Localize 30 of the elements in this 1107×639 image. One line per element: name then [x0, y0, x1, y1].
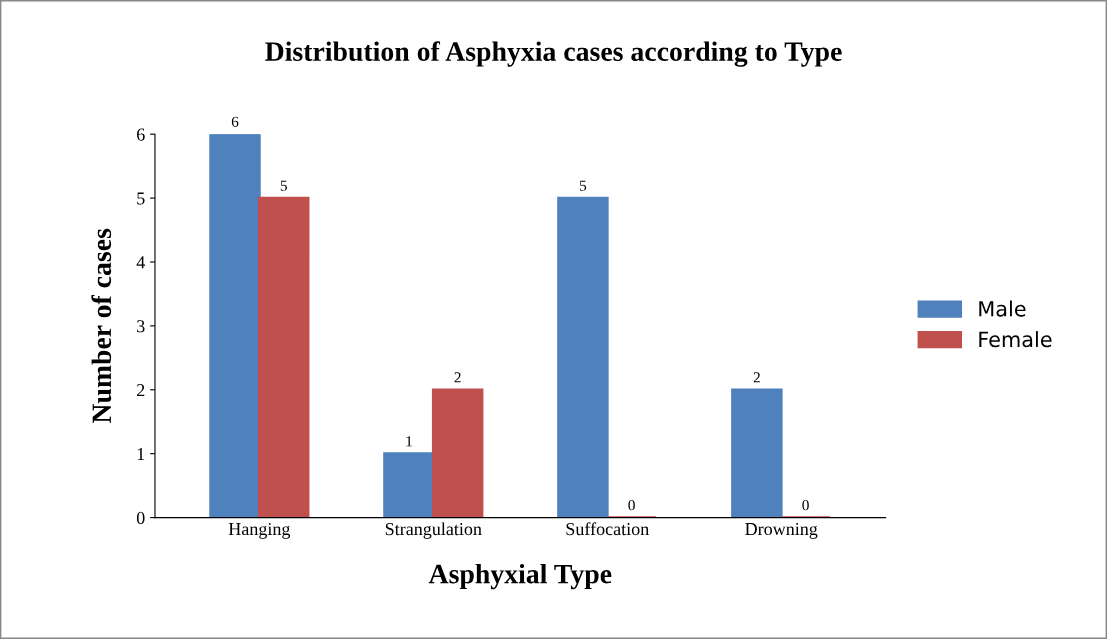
bar	[383, 452, 435, 518]
y-tick-label: 4	[136, 256, 145, 269]
y-tick-label: 1	[137, 448, 145, 460]
x-axis-title: Asphyxial Type	[428, 563, 612, 590]
y-tick-label: 0	[136, 511, 145, 525]
data-label: 2	[454, 372, 461, 383]
legend-label: Female	[979, 331, 1052, 348]
bar	[209, 134, 261, 518]
bar	[257, 196, 310, 518]
data-label: 5	[579, 180, 587, 191]
data-label: 5	[280, 180, 287, 191]
data-label: 2	[753, 372, 760, 383]
chart-title: Distribution of Asphyxia cases according to Type	[265, 41, 842, 67]
data-label: 1	[406, 436, 412, 447]
y-tick-label: 2	[137, 384, 145, 397]
y-tick-label: 5	[137, 192, 145, 205]
x-tick-label: Strangulation	[385, 522, 482, 539]
y-tick-label: 6	[137, 128, 145, 141]
bar	[431, 388, 484, 518]
legend-label: Male	[979, 300, 1026, 317]
x-tick-label: Hanging	[228, 522, 291, 539]
data-label: 6	[231, 116, 239, 127]
data-label: 0	[802, 500, 809, 511]
x-tick-label: Suffocation	[566, 522, 649, 536]
bar	[557, 196, 609, 518]
x-tick-label: Drowning	[745, 522, 818, 539]
data-label: 0	[628, 500, 635, 511]
y-tick-label: 3	[137, 320, 145, 333]
bar	[731, 388, 783, 518]
y-axis-title: Number of cases	[91, 228, 112, 424]
